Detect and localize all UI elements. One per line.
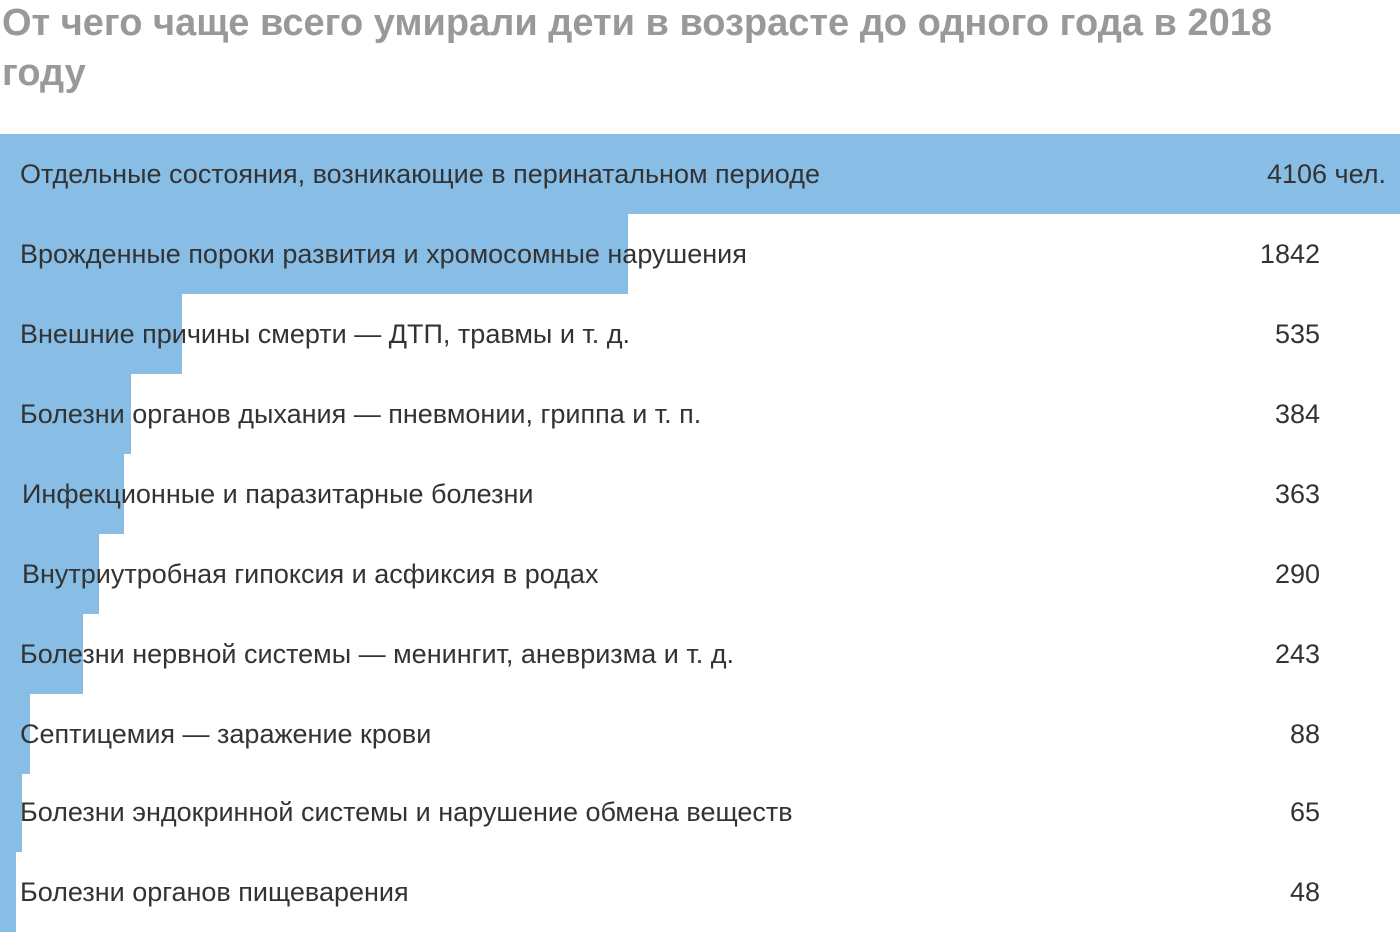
bar-row: Инфекционные и паразитарные болезни 363: [0, 454, 1400, 534]
category-label: Внутриутробная гипоксия и асфиксия в род…: [22, 559, 599, 589]
category-label: Инфекционные и паразитарные болезни: [22, 479, 534, 509]
value-label: 290: [1274, 559, 1320, 589]
bar: [0, 374, 131, 454]
bar: [0, 294, 182, 374]
bar-row: Врожденные пороки развития и хромосомные…: [0, 214, 1400, 294]
bar-row: Болезни органов пищеварения 48: [0, 852, 1400, 932]
chart-title: От чего чаще всего умирали дети в возрас…: [2, 2, 1272, 94]
value-label: 363: [1274, 479, 1320, 509]
bar: [0, 852, 16, 932]
bar-row: Септицемия — заражение крови 88: [0, 694, 1400, 774]
bar: [0, 214, 628, 294]
bar: [0, 134, 1400, 214]
category-label: Болезни органов пищеварения: [20, 877, 409, 907]
bar-row: Болезни органов дыхания — пневмонии, гри…: [0, 374, 1400, 454]
value-label: 384: [1274, 399, 1320, 429]
bar-row: Внешние причины смерти — ДТП, травмы и т…: [0, 294, 1400, 374]
category-label: Отдельные состояния, возникающие в перин…: [20, 159, 820, 189]
bar: [0, 534, 99, 614]
bar: [0, 614, 83, 694]
category-label: Болезни нервной системы — менингит, анев…: [20, 639, 734, 669]
category-label: Врожденные пороки развития и хромосомные…: [20, 239, 747, 269]
category-label: Внешние причины смерти — ДТП, травмы и т…: [20, 319, 631, 349]
bar: [0, 772, 22, 852]
value-label: 65: [1289, 797, 1320, 827]
value-label: 4106 чел.: [1266, 159, 1386, 189]
bar: [0, 694, 30, 774]
value-label: 88: [1289, 719, 1320, 749]
category-label: Болезни эндокринной системы и нарушение …: [20, 797, 793, 827]
bar-row: Болезни нервной системы — менингит, анев…: [0, 614, 1400, 694]
bar-row: Отдельные состояния, возникающие в перин…: [0, 134, 1400, 214]
bar-row: Внутриутробная гипоксия и асфиксия в род…: [0, 534, 1400, 614]
value-label: 48: [1289, 877, 1320, 907]
bar: [0, 454, 124, 534]
bar-row: Болезни эндокринной системы и нарушение …: [0, 772, 1400, 852]
value-label: 243: [1274, 639, 1320, 669]
value-label: 1842: [1259, 239, 1320, 269]
value-label: 535: [1274, 319, 1320, 349]
category-label: Болезни органов дыхания — пневмонии, гри…: [20, 399, 702, 429]
bar-chart: Отдельные состояния, возникающие в перин…: [0, 134, 1400, 932]
category-label: Септицемия — заражение крови: [20, 719, 432, 749]
